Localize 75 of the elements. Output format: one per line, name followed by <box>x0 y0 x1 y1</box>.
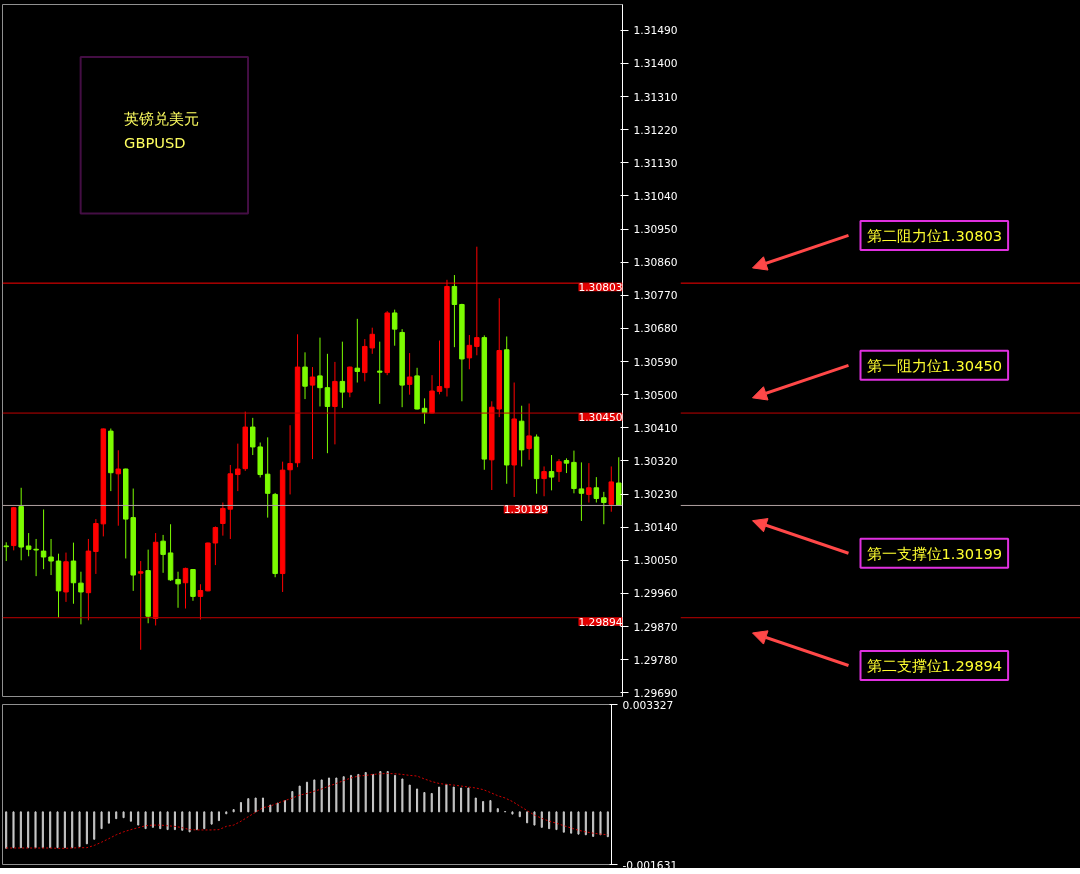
candlestick <box>287 424 293 495</box>
candlestick <box>548 454 555 491</box>
text: 第二支撑位1.29894 <box>866 656 1003 674</box>
candlestick <box>40 509 47 570</box>
ref-line-label: 1.29894 <box>578 615 623 629</box>
y-tick-label: 1.29690 <box>633 686 678 700</box>
candlestick <box>48 538 54 576</box>
candlestick <box>526 403 532 461</box>
candlestick <box>578 461 585 522</box>
ref-line-label: 1.30450 <box>578 411 623 425</box>
y-tick-label: 1.31130 <box>633 156 678 170</box>
text: 第一支撑位1.30199 <box>866 544 1003 562</box>
text: 第一阻力位1.30450 <box>866 356 1003 374</box>
candlestick <box>376 341 383 405</box>
candlestick <box>235 443 241 492</box>
candlestick <box>302 351 308 400</box>
candlestick <box>593 476 600 504</box>
candlestick <box>115 449 122 527</box>
line-series <box>5 772 609 849</box>
candlestick <box>182 567 189 610</box>
text: 英镑兑美元 <box>124 110 200 128</box>
candlestick <box>354 318 361 384</box>
y-tick-label: 1.30320 <box>633 454 678 468</box>
text: 第二阻力位1.30803 <box>866 226 1003 244</box>
y-tick-label: 1.30410 <box>633 421 678 435</box>
candlestick <box>175 571 181 609</box>
y-tick-label: 1.30770 <box>633 289 678 303</box>
y-tick-label: 1.31040 <box>633 189 678 203</box>
candlestick <box>33 538 39 577</box>
candlestick <box>309 366 316 460</box>
y-tick-label: 1.30950 <box>633 223 678 237</box>
y-tick-label: 1.31310 <box>633 90 678 104</box>
candlestick <box>264 436 271 519</box>
candlestick <box>339 341 346 409</box>
candlestick <box>608 465 615 513</box>
candlestick <box>324 353 331 454</box>
candlestick <box>601 491 607 525</box>
candlestick <box>556 458 562 483</box>
ref-line-label: 1.30803 <box>578 281 623 295</box>
candlestick <box>586 462 592 504</box>
y-tick-label: 1.31490 <box>633 24 678 38</box>
candlestick <box>70 542 77 605</box>
candlestick <box>466 334 473 370</box>
y-tick-label: 0.003327 <box>622 698 674 712</box>
ref-line-label: 1.30199 <box>503 503 549 517</box>
y-tick-label: 1.29960 <box>633 587 678 601</box>
candlestick <box>160 534 166 574</box>
y-tick-label: 1.30230 <box>633 488 678 502</box>
candlestick <box>78 571 84 625</box>
candlestick <box>212 525 219 566</box>
candlestick <box>317 337 323 407</box>
y-tick-label: 1.30860 <box>633 256 678 270</box>
candlestick <box>541 465 547 497</box>
y-tick-label: 1.30140 <box>633 521 678 535</box>
candlestick <box>406 352 413 396</box>
y-tick-label: 1.29870 <box>633 620 678 634</box>
candlestick <box>391 309 398 347</box>
y-tick-label: 1.29780 <box>633 653 678 667</box>
candlestick <box>137 560 144 651</box>
y-tick-label: 1.30500 <box>633 388 678 402</box>
y-tick-label: 1.30590 <box>633 355 678 369</box>
y-tick-label: 1.30680 <box>633 322 678 336</box>
candlestick <box>197 583 204 621</box>
y-tick-label: 1.31220 <box>633 123 678 137</box>
candlestick <box>25 532 32 557</box>
candlestick <box>3 541 9 562</box>
y-tick-label: 1.31400 <box>633 57 678 71</box>
candlestick <box>616 456 622 506</box>
text: GBPUSD <box>124 134 186 152</box>
candlestick <box>436 340 443 395</box>
candlestick <box>451 274 458 348</box>
y-tick-label: -0.001631 <box>622 858 678 872</box>
candlestick <box>250 417 256 456</box>
y-tick-label: 1.30050 <box>633 554 678 568</box>
candlestick <box>429 374 435 414</box>
